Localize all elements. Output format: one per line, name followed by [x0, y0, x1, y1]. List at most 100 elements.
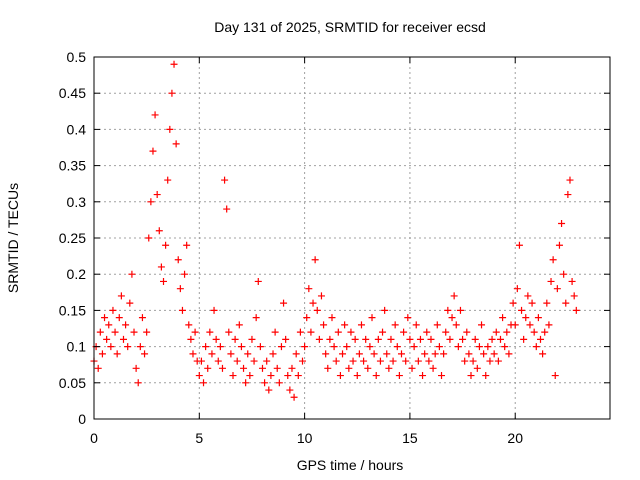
data-point	[446, 335, 454, 343]
data-point	[364, 364, 372, 372]
data-point	[416, 335, 424, 343]
data-point	[393, 343, 401, 351]
data-point	[515, 241, 523, 249]
data-point	[564, 191, 572, 199]
data-point	[387, 335, 395, 343]
data-point	[191, 328, 199, 336]
data-point	[170, 60, 178, 68]
data-point	[275, 379, 283, 387]
data-point	[218, 364, 226, 372]
data-point	[178, 306, 186, 314]
data-point	[360, 357, 368, 365]
data-point	[412, 321, 420, 329]
y-tick-label: 0.25	[59, 230, 86, 246]
data-point	[486, 357, 494, 365]
data-point	[290, 393, 298, 401]
data-point	[202, 343, 210, 351]
data-point	[250, 357, 258, 365]
data-point	[258, 364, 266, 372]
data-point	[244, 350, 252, 358]
data-point	[330, 343, 338, 351]
data-point	[539, 350, 547, 358]
data-point	[307, 328, 315, 336]
data-point	[286, 386, 294, 394]
data-point	[168, 89, 176, 97]
data-point	[124, 343, 132, 351]
data-point	[309, 299, 317, 307]
data-point	[212, 335, 220, 343]
data-point	[98, 350, 106, 358]
data-point	[374, 335, 382, 343]
data-point	[355, 350, 363, 358]
data-point	[311, 256, 319, 264]
data-point	[229, 372, 237, 380]
data-point	[187, 335, 195, 343]
data-point	[568, 277, 576, 285]
data-point	[509, 299, 517, 307]
data-point	[431, 350, 439, 358]
data-point	[256, 343, 264, 351]
data-point	[267, 372, 275, 380]
data-point	[324, 364, 332, 372]
x-tick-label: 10	[297, 430, 313, 446]
data-point	[284, 372, 292, 380]
data-point	[499, 314, 507, 322]
data-point	[117, 292, 125, 300]
data-point	[189, 350, 197, 358]
data-point	[301, 343, 309, 351]
data-point	[459, 335, 467, 343]
data-point	[511, 321, 519, 329]
data-point	[463, 328, 471, 336]
data-point	[273, 364, 281, 372]
data-point	[478, 321, 486, 329]
data-point	[368, 314, 376, 322]
plot-frame	[93, 56, 611, 420]
data-point	[208, 350, 216, 358]
data-point	[534, 314, 542, 322]
data-point	[261, 379, 269, 387]
data-point	[391, 321, 399, 329]
data-point	[402, 357, 410, 365]
data-point	[176, 285, 184, 293]
grid	[94, 57, 610, 419]
data-point	[473, 364, 481, 372]
data-point	[101, 314, 109, 322]
data-point	[461, 357, 469, 365]
data-point	[452, 321, 460, 329]
x-axis-label: GPS time / hours	[297, 457, 404, 473]
data-point	[566, 176, 574, 184]
data-point	[484, 343, 492, 351]
data-point	[174, 256, 182, 264]
data-point	[528, 299, 536, 307]
data-point	[206, 328, 214, 336]
data-point	[111, 328, 119, 336]
y-tick-label: 0.45	[59, 85, 86, 101]
data-point	[366, 343, 374, 351]
data-point	[269, 350, 277, 358]
data-point	[438, 372, 446, 380]
data-point	[254, 277, 262, 285]
data-point	[160, 277, 168, 285]
data-point	[467, 372, 475, 380]
data-point	[181, 270, 189, 278]
data-point	[326, 335, 334, 343]
data-point	[383, 350, 391, 358]
data-point	[240, 364, 248, 372]
data-point	[543, 299, 551, 307]
data-point	[122, 321, 130, 329]
data-point	[315, 335, 323, 343]
data-points	[90, 60, 580, 401]
data-point	[227, 350, 235, 358]
y-tick-label: 0.2	[67, 266, 87, 282]
data-point	[134, 379, 142, 387]
data-point	[349, 357, 357, 365]
data-point	[113, 350, 121, 358]
data-point	[237, 343, 245, 351]
data-point	[372, 372, 380, 380]
data-point	[214, 357, 222, 365]
data-point	[96, 328, 104, 336]
data-point	[408, 364, 416, 372]
data-point	[482, 372, 490, 380]
data-point	[235, 321, 243, 329]
